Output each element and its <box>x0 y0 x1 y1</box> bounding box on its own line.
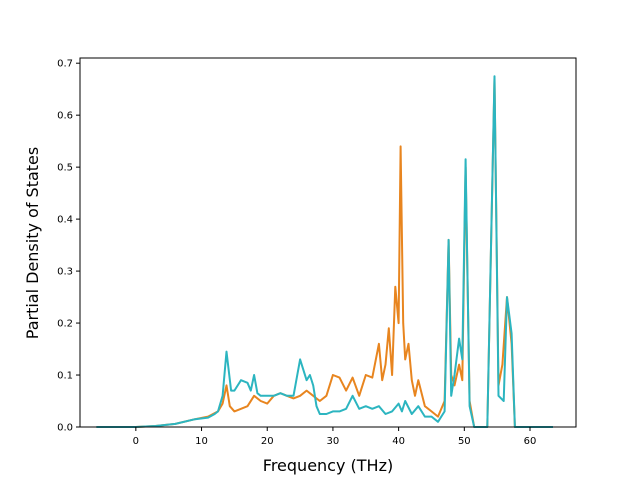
y-tick-label: 0.3 <box>57 267 73 278</box>
plot-frame <box>79 57 577 428</box>
series-layer <box>96 75 553 428</box>
x-axis-ticks: 0 10 20 30 40 50 60 <box>133 427 537 447</box>
x-tick-label: 60 <box>524 436 537 447</box>
y-tick-label: 0.5 <box>57 163 73 174</box>
x-tick-label: 30 <box>327 436 340 447</box>
y-tick-label: 0.6 <box>57 111 73 122</box>
y-tick-label: 0.0 <box>57 423 73 434</box>
y-axis-label: Partial Density of States <box>23 147 42 339</box>
y-tick-label: 0.4 <box>57 215 73 226</box>
series-line-2 <box>96 75 553 428</box>
x-tick-label: 10 <box>195 436 208 447</box>
y-axis-ticks: 0.0 0.1 0.2 0.3 0.4 0.5 0.6 0.7 <box>57 59 80 434</box>
y-tick-label: 0.7 <box>57 59 73 70</box>
x-tick-label: 50 <box>458 436 471 447</box>
x-tick-label: 20 <box>261 436 274 447</box>
y-tick-label: 0.1 <box>57 371 73 382</box>
x-axis-label: Frequency (THz) <box>263 456 393 475</box>
x-tick-label: 0 <box>133 436 139 447</box>
y-tick-label: 0.2 <box>57 319 73 330</box>
x-tick-label: 40 <box>392 436 405 447</box>
